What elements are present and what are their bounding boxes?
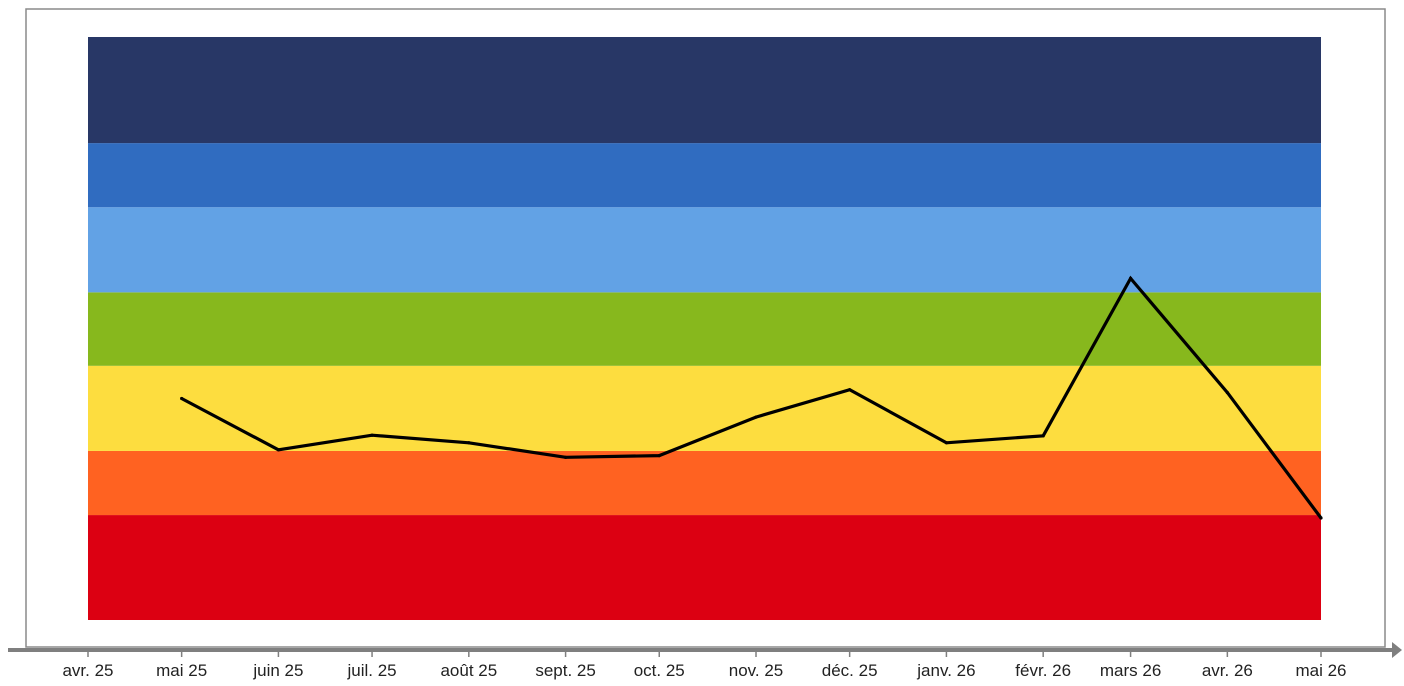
x-tick-label: mai 26: [1295, 661, 1346, 680]
x-tick-label: nov. 25: [729, 661, 784, 680]
x-tick-label: déc. 25: [822, 661, 878, 680]
data-point: [1319, 516, 1323, 520]
background-bands: [88, 37, 1321, 620]
x-tick-label: févr. 26: [1015, 661, 1071, 680]
data-point: [754, 415, 758, 419]
data-point: [657, 453, 661, 458]
band-5: [88, 143, 1321, 208]
band-4: [88, 207, 1321, 293]
x-tick-label: avr. 25: [62, 661, 113, 680]
data-point: [180, 396, 184, 401]
x-tick-label: juil. 25: [346, 661, 396, 680]
x-axis-arrow-icon: [1392, 642, 1402, 658]
x-tick-label: oct. 25: [634, 661, 685, 680]
data-point: [467, 441, 471, 445]
band-3: [88, 292, 1321, 366]
x-tick-label: avr. 26: [1202, 661, 1253, 680]
data-point: [563, 455, 568, 459]
x-tick-label: janv. 26: [916, 661, 975, 680]
x-tick-label: juin 25: [252, 661, 303, 680]
x-tick-label: août 25: [440, 661, 497, 680]
band-6: [88, 37, 1321, 144]
x-axis: avr. 25 mai 25 juin 25 juil. 25 août 25 sept.…: [8, 642, 1402, 680]
data-point: [944, 441, 949, 445]
data-point: [276, 448, 281, 452]
series-line-layer: [180, 275, 1323, 520]
x-tick-label: mars 26: [1100, 661, 1161, 680]
data-point: [370, 433, 374, 437]
band-0: [88, 515, 1321, 620]
band-1: [88, 450, 1321, 516]
data-point: [1225, 391, 1229, 395]
x-tick-label: sept. 25: [535, 661, 596, 680]
data-point: [1041, 434, 1045, 438]
data-point: [848, 388, 852, 392]
x-tick-label: mai 25: [156, 661, 207, 680]
data-point: [1128, 276, 1133, 280]
